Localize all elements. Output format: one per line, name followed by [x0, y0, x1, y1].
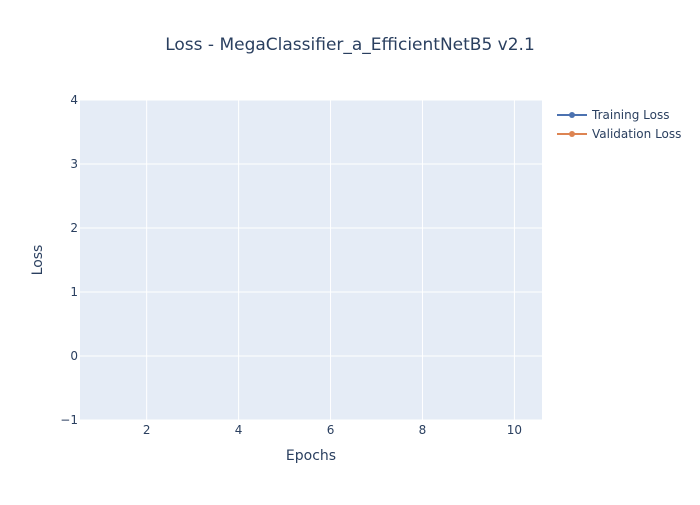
legend-item[interactable]: Training Loss [557, 108, 669, 122]
legend-label: Validation Loss [592, 127, 681, 141]
legend-label: Training Loss [591, 108, 669, 122]
y-tick-label: −1 [60, 413, 78, 427]
x-axis-title: Epochs [286, 448, 336, 464]
x-tick-label: 2 [143, 423, 151, 437]
y-tick-label: 3 [70, 157, 78, 171]
legend[interactable]: Training Loss Validation Loss [557, 108, 681, 141]
y-tick-labels: −1 0 1 2 3 4 [60, 93, 78, 427]
y-tick-label: 2 [70, 221, 78, 235]
x-tick-label: 10 [507, 423, 522, 437]
x-tick-label: 6 [327, 423, 335, 437]
legend-marker [569, 112, 575, 118]
y-tick-label: 0 [70, 349, 78, 363]
plot-area [80, 100, 542, 420]
chart-title: Loss - MegaClassifier_a_EfficientNetB5 v… [165, 35, 535, 55]
legend-marker [569, 131, 575, 137]
y-axis-title: Loss [30, 245, 46, 276]
x-tick-label: 8 [419, 423, 427, 437]
y-tick-label: 4 [70, 93, 78, 107]
grid-lines [80, 99, 542, 421]
y-tick-label: 1 [70, 285, 78, 299]
legend-item[interactable]: Validation Loss [557, 127, 681, 141]
x-tick-labels: 2 4 6 8 10 [143, 423, 522, 437]
x-tick-label: 4 [235, 423, 243, 437]
